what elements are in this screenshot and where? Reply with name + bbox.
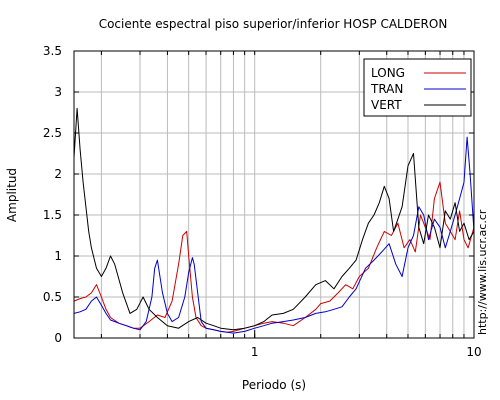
series-layer bbox=[73, 107, 475, 334]
y-tick-label: 1 bbox=[54, 249, 62, 263]
x-axis-label: Periodo (s) bbox=[242, 378, 306, 392]
chart-title: Cociente espectral piso superior/inferio… bbox=[99, 17, 448, 31]
x-axis-ticks: 1 10 bbox=[100, 51, 482, 359]
y-tick-label: 3 bbox=[54, 85, 62, 99]
y-axis-ticks: 0 0.5 1 1.5 2 2.5 3 3.5 bbox=[43, 44, 474, 345]
y-axis-label: Amplitud bbox=[5, 168, 19, 222]
credit-url: http://www.lis.ucr.ac.cr bbox=[476, 209, 489, 335]
x-tick-label: 1 bbox=[251, 345, 259, 359]
y-tick-label: 2 bbox=[54, 167, 62, 181]
legend-label-vert: VERT bbox=[371, 98, 402, 112]
legend-label-long: LONG bbox=[371, 66, 405, 80]
legend: LONG TRAN VERT bbox=[363, 58, 472, 117]
plot-frame bbox=[73, 50, 475, 339]
x-tick-label: 10 bbox=[466, 345, 481, 359]
y-tick-label: 1.5 bbox=[43, 208, 62, 222]
legend-box bbox=[363, 58, 472, 117]
legend-label-tran: TRAN bbox=[370, 82, 403, 96]
y-tick-label: 0.5 bbox=[43, 290, 62, 304]
y-tick-label: 3.5 bbox=[43, 44, 62, 58]
series-line-tran bbox=[73, 136, 475, 334]
y-tick-label: 2.5 bbox=[43, 126, 62, 140]
y-tick-label: 0 bbox=[54, 331, 62, 345]
series-line-long bbox=[73, 181, 475, 333]
series-line-vert bbox=[73, 107, 475, 331]
